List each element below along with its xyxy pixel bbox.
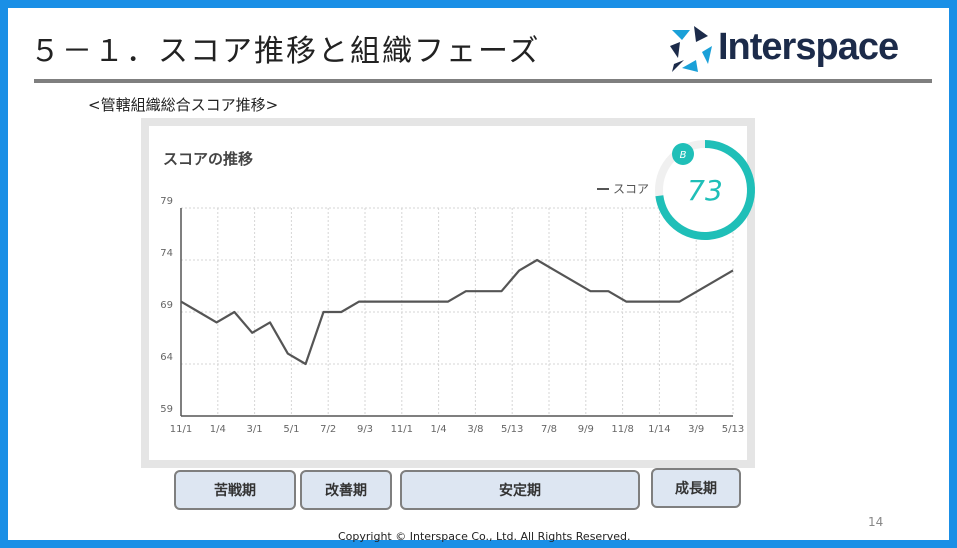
title-divider [34, 79, 932, 83]
x-tick-label: 3/8 [467, 424, 483, 435]
gauge-arc [655, 140, 755, 240]
legend-label: スコア [613, 182, 650, 196]
x-tick-label: 7/2 [320, 424, 336, 435]
company-logo: Interspace [668, 22, 928, 78]
chart-subtitle: <管轄組織総合スコア推移> [88, 96, 279, 114]
x-tick-label: 9/9 [578, 424, 594, 435]
grade-label: B [680, 150, 687, 161]
legend-swatch [597, 187, 609, 190]
x-tick-label: 5/1 [283, 424, 299, 435]
phase-struggle: 苦戦期 [174, 470, 296, 510]
x-tick-label: 5/13 [501, 424, 523, 435]
x-tick-label: 5/13 [722, 424, 744, 435]
chart-frame: スコアの推移 スコア 59 64 69 74 79 11/1 1/4 3/1 5/1 7/2 9/3… [141, 118, 755, 468]
phase-stable: 安定期 [400, 470, 640, 510]
y-tick-label: 74 [160, 248, 173, 259]
chart-legend: スコア [597, 180, 649, 197]
y-tick-label: 69 [160, 300, 173, 311]
x-tick-label: 11/1 [391, 424, 413, 435]
copyright: Copyright © Interspace Co., Ltd. All Rig… [338, 530, 631, 543]
chart-panel: スコアの推移 スコア 59 64 69 74 79 11/1 1/4 3/1 5/1 7/2 9/3… [149, 126, 747, 460]
logo-text: Interspace [718, 26, 899, 68]
chart-title: スコアの推移 [163, 150, 254, 168]
y-tick-label: 59 [160, 404, 173, 415]
y-tick-label: 64 [160, 352, 173, 363]
logo-mark-icon [670, 26, 712, 72]
x-tick-label: 3/1 [247, 424, 263, 435]
x-tick-label: 11/1 [170, 424, 192, 435]
score-gauge: 73 B [655, 140, 755, 240]
x-tick-label: 1/4 [210, 424, 226, 435]
series-line-score [180, 258, 734, 366]
phase-improvement: 改善期 [300, 470, 392, 510]
x-tick-label: 1/14 [648, 424, 670, 435]
x-tick-label: 11/8 [611, 424, 633, 435]
phase-growth: 成長期 [651, 468, 741, 508]
slide: ５－１．スコア推移と組織フェーズ Interspace <管轄組織総合スコア推移… [8, 8, 949, 543]
x-tick-label: 3/9 [688, 424, 704, 435]
x-tick-label: 7/8 [541, 424, 557, 435]
slide-title: ５－１．スコア推移と組織フェーズ [30, 34, 541, 69]
grade-badge [672, 143, 694, 165]
x-tick-label: 9/3 [357, 424, 373, 435]
y-tick-label: 79 [160, 196, 173, 207]
gauge-score: 73 [687, 174, 723, 207]
page-number: 14 [868, 515, 884, 529]
line-chart: 59 64 69 74 79 11/1 1/4 3/1 5/1 7/2 9/3 11/1 1/4 3/8 5… [160, 196, 744, 435]
x-tick-label: 1/4 [431, 424, 447, 435]
